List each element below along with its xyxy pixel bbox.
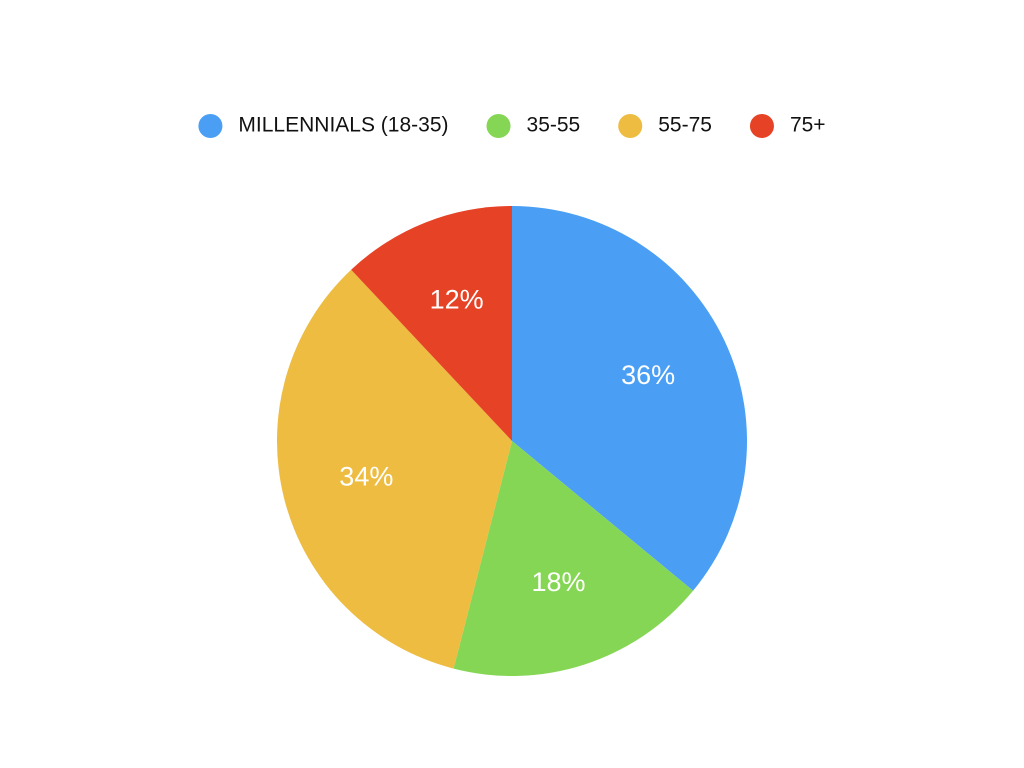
legend-marker [749, 114, 774, 138]
legend-label: 75+ [790, 114, 826, 137]
slice-label: 18% [531, 567, 585, 597]
pie-slice [276, 269, 512, 669]
legend-marker [198, 114, 223, 138]
pie-slice [351, 206, 512, 441]
legend: MILLENNIALS (18-35) 35-55 55-75 75+ [198, 114, 826, 138]
slice-label: 34% [339, 462, 393, 492]
legend-label: 55-75 [658, 114, 712, 137]
legend-marker [618, 114, 643, 138]
pie-slice [453, 441, 694, 677]
pie-slice [512, 206, 747, 591]
slice-label: 12% [430, 284, 484, 314]
legend-label: MILLENNIALS (18-35) [238, 114, 448, 137]
slice-label: 36% [621, 360, 675, 390]
legend-marker [486, 114, 511, 138]
legend-label: 35-55 [527, 114, 581, 137]
